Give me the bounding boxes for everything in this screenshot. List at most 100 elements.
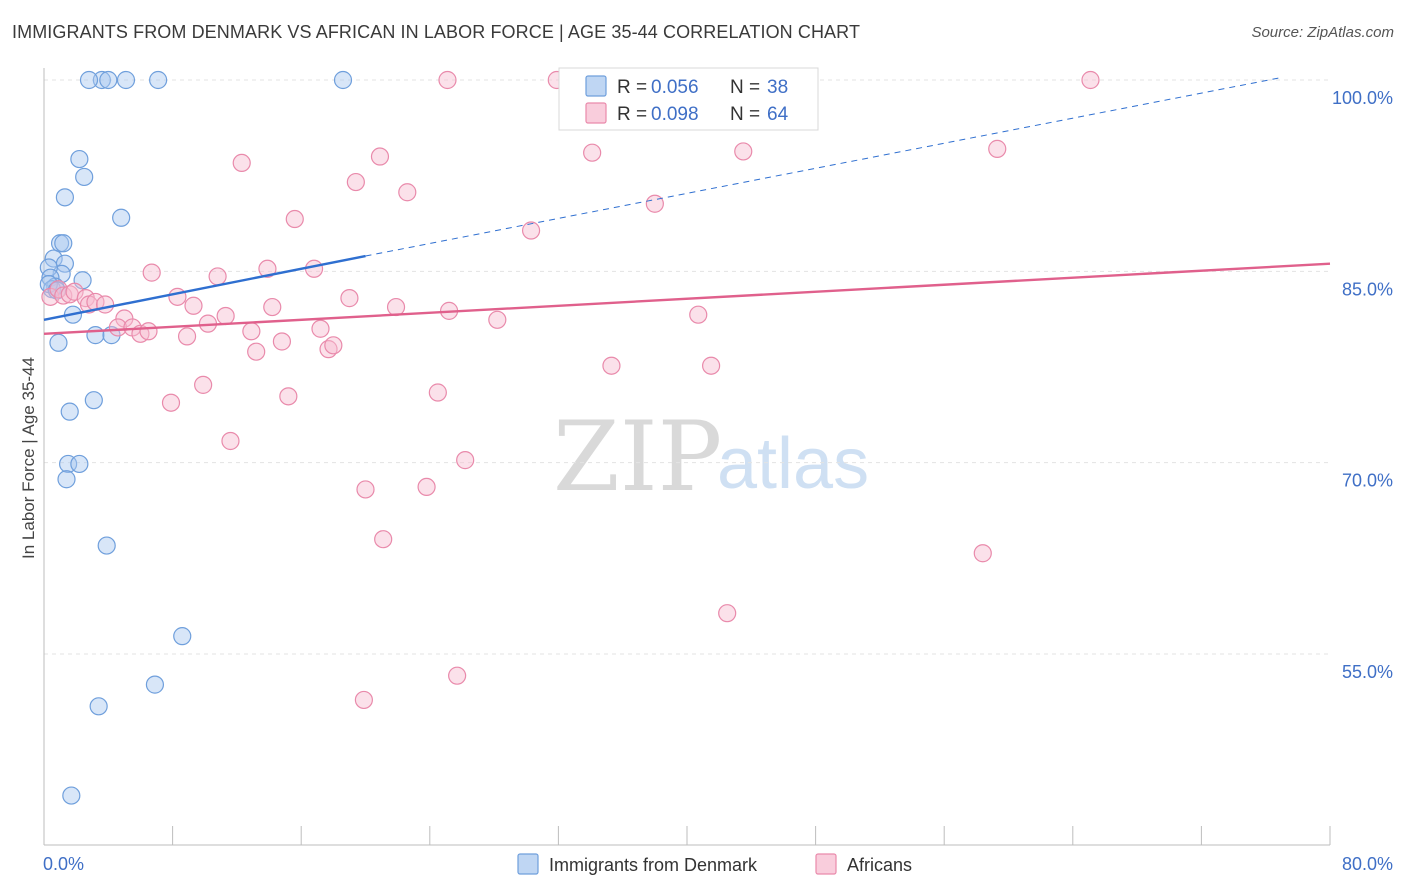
series-africans-points: [41, 70, 1100, 710]
y-tick-label-1: 85.0%: [1342, 279, 1393, 299]
point-africans-45: [247, 342, 266, 361]
legend-n-label-africans: N =: [730, 104, 760, 125]
point-denmark-0: [92, 70, 111, 90]
point-denmark-9: [112, 208, 131, 227]
legend-n-label-denmark: N =: [730, 77, 760, 98]
point-africans-31: [386, 297, 406, 317]
legend-swatch-denmark: [585, 75, 607, 97]
point-africans-55: [221, 431, 240, 451]
point-africans-22: [65, 282, 84, 301]
point-africans-16: [258, 259, 277, 278]
point-denmark-35: [62, 786, 81, 805]
point-denmark-3: [116, 70, 136, 90]
stats-legend: R = 0.056 N = 38 R = 0.098 N = 64: [558, 67, 819, 131]
x-tick-label-0: 0.0%: [43, 854, 84, 874]
bottom-legend-label-denmark: Immigrants from Denmark: [549, 855, 758, 875]
point-africans-30: [340, 289, 359, 308]
point-africans-20: [54, 286, 73, 305]
point-africans-14: [142, 263, 161, 282]
point-africans-57: [356, 480, 375, 499]
point-denmark-26: [84, 391, 103, 410]
point-africans-42: [311, 319, 330, 338]
point-denmark-4: [149, 70, 168, 90]
point-africans-46: [272, 332, 292, 351]
trend-line-denmark: [43, 254, 366, 321]
point-africans-61: [718, 604, 737, 623]
point-africans-58: [417, 477, 436, 497]
point-africans-54: [161, 393, 181, 412]
chart-title: IMMIGRANTS FROM DENMARK VS AFRICAN IN LA…: [12, 22, 861, 42]
point-africans-56: [456, 451, 475, 470]
y-tick-labels: 100.0% 85.0% 70.0% 55.0%: [1332, 88, 1393, 682]
point-denmark-6: [70, 149, 89, 169]
point-africans-12: [285, 209, 304, 229]
point-denmark-23: [86, 326, 105, 345]
point-africans-8: [988, 139, 1007, 158]
axes: [43, 68, 1331, 846]
y-tick-label-2: 70.0%: [1342, 471, 1393, 491]
point-africans-41: [242, 322, 261, 341]
trend-line-denmark-projection: [365, 76, 1282, 257]
x-tick-labels: 0.0% 80.0%: [43, 854, 1393, 874]
series-legend: Immigrants from Denmark Africans: [517, 853, 912, 875]
point-africans-29: [263, 297, 282, 317]
point-africans-10: [398, 183, 417, 202]
point-denmark-7: [75, 167, 94, 187]
x-tick-label-1: 80.0%: [1342, 854, 1393, 874]
point-africans-2: [1081, 70, 1100, 90]
bottom-legend-swatch-denmark: [517, 853, 539, 875]
point-denmark-34: [89, 697, 108, 716]
bottom-legend-swatch-africans: [815, 853, 837, 875]
point-africans-60: [973, 544, 992, 563]
point-denmark-2: [79, 70, 99, 90]
point-denmark-12: [44, 249, 63, 268]
bottom-legend-label-africans: Africans: [847, 855, 912, 875]
point-denmark-25: [49, 333, 68, 352]
point-africans-44: [689, 305, 708, 324]
point-denmark-27: [60, 402, 79, 421]
point-africans-37: [139, 322, 158, 341]
point-denmark-31: [97, 536, 116, 555]
point-denmark-11: [54, 234, 73, 253]
point-africans-15: [208, 267, 227, 286]
point-africans-5: [370, 147, 390, 166]
point-africans-43: [488, 310, 507, 329]
legend-r-value-denmark: 0.056: [651, 77, 699, 98]
point-africans-7: [734, 142, 753, 161]
point-africans-26: [95, 295, 115, 314]
watermark-atlas: atlas: [717, 424, 869, 504]
y-tick-label-0: 100.0%: [1332, 88, 1393, 108]
watermark-zip: ZIP: [553, 401, 722, 513]
point-denmark-33: [145, 675, 165, 694]
point-africans-13: [521, 221, 541, 240]
chart-source: Source: ZipAtlas.com: [1251, 24, 1394, 41]
point-africans-28: [184, 296, 203, 315]
point-africans-53: [428, 383, 447, 402]
point-africans-51: [194, 375, 213, 394]
series-denmark-points: [39, 70, 353, 805]
point-denmark-8: [55, 188, 74, 207]
point-africans-50: [702, 356, 721, 375]
trend-line-africans: [43, 262, 1331, 336]
point-africans-62: [448, 666, 467, 685]
point-denmark-1: [99, 70, 118, 90]
point-africans-63: [354, 690, 373, 710]
point-africans-0: [438, 70, 457, 90]
point-africans-59: [374, 530, 393, 549]
point-africans-48: [324, 336, 343, 355]
point-africans-52: [279, 387, 298, 406]
legend-n-value-denmark: 38: [767, 77, 788, 98]
legend-n-value-africans: 64: [767, 104, 789, 125]
point-africans-34: [108, 318, 128, 337]
legend-r-label-africans: R =: [617, 104, 647, 125]
point-denmark-32: [173, 627, 192, 646]
y-axis-label: In Labor Force | Age 35-44: [19, 357, 38, 559]
point-africans-40: [216, 306, 235, 326]
trend-lines: [43, 76, 1331, 336]
point-denmark-30: [57, 470, 76, 489]
point-africans-27: [168, 287, 187, 306]
point-africans-4: [232, 153, 251, 173]
point-africans-6: [583, 143, 602, 162]
point-africans-9: [346, 172, 365, 192]
point-africans-17: [304, 259, 324, 278]
